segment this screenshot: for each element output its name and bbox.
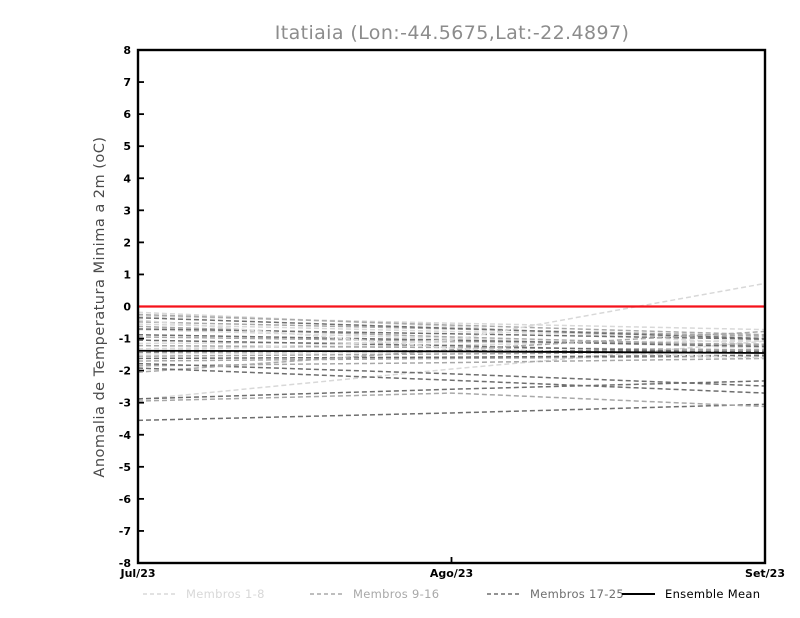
y-tick-label: -5 — [119, 461, 131, 474]
ensemble-mean-layer — [137, 349, 766, 354]
x-tick-label: Jul/23 — [119, 567, 155, 580]
y-tick-label: 4 — [123, 172, 131, 185]
member-series-line — [137, 330, 766, 373]
y-tick-label: 7 — [123, 76, 131, 89]
y-tick-label: 8 — [123, 44, 131, 57]
legend-label: Membros 17-25 — [530, 587, 624, 601]
y-axis-label: Anomalia de Temperatura Minima a 2m (oC) — [92, 136, 108, 477]
y-tick-label: -6 — [119, 493, 132, 506]
series-lines-layer — [137, 282, 766, 422]
x-tick-label: Ago/23 — [430, 567, 473, 580]
y-tick-label: 2 — [123, 236, 131, 249]
y-tick-label: -8 — [119, 557, 131, 570]
legend-label: Ensemble Mean — [665, 587, 760, 601]
x-axis-ticks: Jul/23 Ago/23 Set/23 — [119, 557, 785, 580]
member-series-line — [137, 354, 766, 360]
member-series-line — [137, 367, 766, 394]
plot-frame — [136, 48, 767, 565]
x-tick-label: Set/23 — [745, 567, 785, 580]
member-series-line — [137, 392, 766, 408]
y-tick-label: -2 — [119, 365, 131, 378]
y-tick-label: 5 — [123, 140, 131, 153]
legend-label: Membros 9-16 — [353, 587, 439, 601]
y-tick-label: 6 — [123, 108, 131, 121]
member-series-line — [137, 380, 766, 400]
chart-legend: Membros 1-8 Membros 9-16 Membros 17-25 Ense… — [143, 587, 760, 601]
y-tick-label: -3 — [119, 397, 131, 410]
member-series-line — [137, 336, 766, 346]
ensemble-mean-line — [137, 349, 766, 354]
y-tick-label: -4 — [119, 429, 132, 442]
member-series-line — [137, 403, 766, 422]
member-series-line — [137, 316, 766, 340]
y-tick-label: 3 — [123, 204, 131, 217]
member-series-line — [137, 362, 766, 387]
legend-label: Membros 1-8 — [186, 587, 265, 601]
member-series-line — [137, 313, 766, 336]
member-series-line — [137, 282, 766, 353]
y-tick-label: 1 — [123, 268, 131, 281]
member-series-line — [137, 319, 766, 359]
y-tick-label: -7 — [119, 525, 131, 538]
y-tick-label: 0 — [123, 301, 131, 314]
member-series-line — [137, 355, 766, 362]
chart-title: Itatiaia (Lon:-44.5675,Lat:-22.4897) — [275, 22, 630, 44]
y-tick-label: -1 — [119, 333, 131, 346]
